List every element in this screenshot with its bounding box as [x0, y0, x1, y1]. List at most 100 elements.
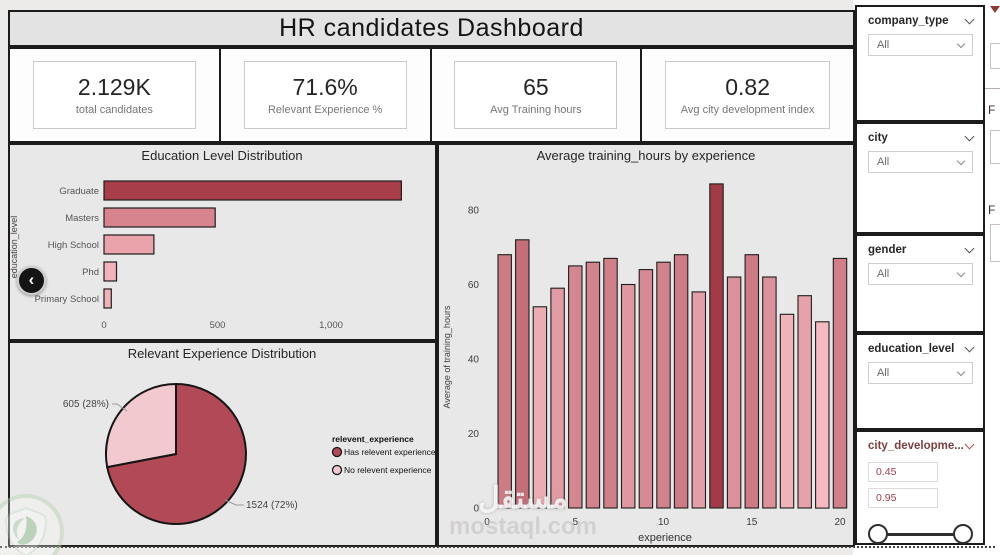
slicer-title: company_type	[868, 15, 949, 27]
chevron-down-icon	[956, 156, 966, 165]
slicer-company-type: company_type All	[855, 5, 985, 122]
training-bar[interactable]	[568, 265, 583, 509]
filters-pane-cropped: F F	[985, 0, 1000, 555]
divider	[985, 88, 1000, 89]
category-label: Phd	[82, 267, 99, 278]
chevron-down-icon[interactable]	[964, 131, 975, 142]
education-bar[interactable]	[103, 288, 112, 309]
training-bar[interactable]	[779, 313, 795, 509]
x-tick-label: 1,000	[319, 320, 343, 331]
education-chart-panel: Education Level Distribution education_le…	[8, 143, 437, 341]
slicer-header: city	[857, 124, 983, 148]
training-bar[interactable]	[744, 254, 760, 509]
pie-data-label: 1524 (72%)	[246, 500, 298, 511]
pie-slice[interactable]	[104, 382, 177, 469]
kpi-value: 65	[523, 74, 549, 100]
training-hours-bar-chart: Average training_hours by experience Aver…	[442, 148, 848, 544]
slicer-dropdown[interactable]: All	[868, 263, 973, 285]
chart-title: Education Level Distribution	[141, 148, 302, 163]
slicer-selected-value: All	[877, 39, 890, 51]
pie-chart-panel: Relevant Experience Distribution 1524 (72…	[8, 341, 437, 547]
training-bar[interactable]	[726, 276, 742, 509]
slicer-city-development-index: city_developme... 0.45 0.95	[855, 430, 985, 545]
x-tick-label: 5	[572, 517, 578, 528]
x-tick-label: 15	[746, 517, 758, 528]
training-bar[interactable]	[709, 183, 724, 509]
training-bar[interactable]	[532, 306, 548, 509]
range-max-input[interactable]: 0.95	[868, 488, 938, 508]
y-tick-label: 20	[468, 429, 480, 440]
kpi-inner-box: 71.6% Relevant Experience %	[243, 61, 407, 129]
training-bar[interactable]	[656, 261, 671, 509]
training-bar[interactable]	[691, 291, 707, 509]
chevron-down-icon[interactable]	[964, 14, 975, 25]
range-min-input[interactable]: 0.45	[868, 462, 938, 482]
chevron-down-icon	[956, 268, 966, 277]
kpi-value: 0.82	[725, 74, 770, 100]
label-leader-line	[224, 499, 244, 506]
filter-funnel-icon	[990, 6, 1000, 13]
slicer-dropdown[interactable]: All	[868, 151, 973, 173]
kpi-label: Relevant Experience %	[267, 104, 383, 116]
training-bar[interactable]	[515, 239, 530, 509]
chart-title: Relevant Experience Distribution	[128, 346, 317, 361]
training-bar[interactable]	[797, 295, 812, 509]
training-chart-panel: Average training_hours by experience Aver…	[437, 143, 855, 547]
filter-card-cropped	[990, 43, 1000, 69]
training-bar[interactable]	[497, 254, 512, 509]
training-bar[interactable]	[762, 276, 777, 509]
dashboard-canvas: HR candidates Dashboard 2.129K total can…	[8, 10, 855, 547]
category-label: High School	[48, 240, 99, 251]
training-bar[interactable]	[585, 261, 601, 509]
slider-track	[876, 533, 965, 536]
page-title: HR candidates Dashboard	[8, 10, 855, 47]
filter-card-cropped	[990, 224, 1000, 262]
slider-handle-min[interactable]	[868, 524, 888, 544]
back-button[interactable]: ‹	[17, 266, 46, 295]
training-bar[interactable]	[603, 257, 618, 509]
chevron-down-icon[interactable]	[964, 342, 975, 353]
category-label: Masters	[65, 213, 99, 224]
kpi-value: 2.129K	[77, 74, 151, 100]
kpi-label: total candidates	[75, 104, 153, 116]
category-label: Graduate	[59, 186, 99, 197]
chevron-left-icon: ‹	[28, 270, 35, 289]
slicer-dropdown[interactable]: All	[868, 362, 973, 384]
slider-handle-max[interactable]	[953, 524, 973, 544]
legend-item-label: No relevent experience	[344, 465, 432, 475]
x-tick-label: 0	[484, 517, 490, 528]
slicer-city: city All	[855, 122, 985, 234]
legend-swatch[interactable]	[331, 446, 343, 458]
training-bar[interactable]	[620, 283, 636, 509]
kpi-label: Avg Training hours	[490, 104, 582, 116]
education-bar[interactable]	[103, 261, 118, 282]
chevron-down-icon[interactable]	[964, 439, 975, 450]
kpi-inner-box: 65 Avg Training hours	[454, 61, 618, 129]
slicer-header: city_developme...	[857, 432, 983, 456]
education-bar[interactable]	[103, 207, 216, 228]
training-bar[interactable]	[673, 254, 689, 509]
kpi-row: 2.129K total candidates 71.6% Relevant E…	[8, 47, 855, 143]
slicer-title: education_level	[868, 343, 955, 355]
training-bar[interactable]	[638, 269, 654, 509]
slicer-title: city_developme...	[868, 440, 964, 452]
legend-swatch[interactable]	[331, 464, 343, 476]
chart-title: Average training_hours by experience	[537, 148, 756, 163]
x-tick-label: 10	[658, 517, 670, 528]
slicer-selected-value: All	[877, 268, 890, 280]
education-bar[interactable]	[103, 180, 402, 201]
kpi-label: Avg city development index	[680, 104, 815, 116]
education-bar[interactable]	[103, 234, 155, 255]
training-bar[interactable]	[815, 321, 830, 509]
chevron-down-icon[interactable]	[964, 243, 975, 254]
training-bar[interactable]	[832, 257, 848, 509]
training-bar[interactable]	[550, 287, 565, 509]
x-tick-label: 20	[834, 517, 846, 528]
slicer-dropdown[interactable]: All	[868, 34, 973, 56]
range-slider	[868, 524, 973, 546]
kpi-card-relevant-experience: 71.6% Relevant Experience %	[220, 49, 432, 141]
y-axis-label: education_level	[10, 216, 19, 279]
slicer-selected-value: All	[877, 367, 890, 379]
y-axis-label: Average of training_hours	[442, 305, 452, 408]
slicer-title: city	[868, 132, 888, 144]
